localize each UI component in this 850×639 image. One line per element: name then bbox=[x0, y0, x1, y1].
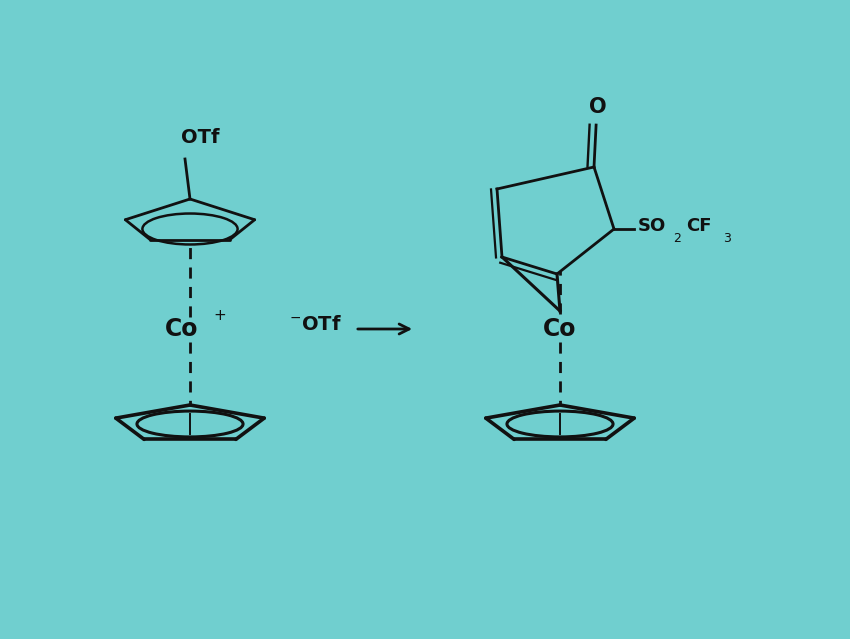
Text: OTf: OTf bbox=[181, 128, 219, 147]
Text: Co: Co bbox=[165, 317, 199, 341]
Text: 3: 3 bbox=[723, 231, 731, 245]
Text: O: O bbox=[589, 97, 607, 117]
Text: Co: Co bbox=[543, 317, 577, 341]
Text: CF: CF bbox=[686, 217, 711, 235]
Text: SO: SO bbox=[638, 217, 666, 235]
Text: $^{-}$OTf: $^{-}$OTf bbox=[289, 314, 342, 334]
Text: 2: 2 bbox=[673, 231, 681, 245]
Text: +: + bbox=[213, 307, 226, 323]
